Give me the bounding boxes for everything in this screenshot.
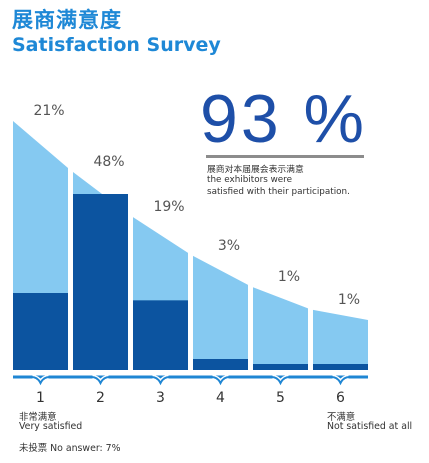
not-satisfied-cn: 不满意 [327,412,356,423]
bar-2 [73,194,128,370]
value-label-5: 1% [278,269,300,285]
value-label-4: 3% [218,238,240,254]
category-label-2: 2 [96,390,105,406]
category-label-1: 1 [36,390,45,406]
title-cn: 展商满意度 [12,8,122,32]
headline-note-en-1: the exhibitors were [207,175,293,185]
backdrop-segment-4 [193,255,248,370]
very-satisfied-cn: 非常满意 [19,412,57,423]
headline-note-en-2: satisfied with their participation. [207,187,350,197]
headline-rule [206,155,364,158]
bar-1 [13,293,68,370]
tick-mark-1 [31,376,50,386]
value-label-3: 19% [153,199,184,215]
headline-percent: 93 % [200,81,367,157]
tick-mark-3 [151,376,170,386]
bar-3 [133,300,188,370]
category-label-3: 3 [156,390,165,406]
value-label-6: 1% [338,292,360,308]
tick-mark-4 [211,376,230,386]
not-satisfied-en: Not satisfied at all [327,421,413,432]
bar-4 [193,359,248,370]
very-satisfied-en: Very satisfied [19,421,83,432]
headline-note-cn: 展商对本届展会表示满意 [207,165,304,175]
bar-6 [313,364,368,370]
category-label-5: 5 [276,390,285,406]
tick-mark-6 [331,376,350,386]
value-label-1: 21% [33,103,64,119]
value-label-2: 48% [93,154,124,170]
title-en: Satisfaction Survey [12,34,221,56]
category-label-6: 6 [336,390,345,406]
tick-mark-5 [271,376,290,386]
category-label-4: 4 [216,390,225,406]
backdrop-segment-6 [313,309,368,370]
bar-5 [253,364,308,370]
no-answer-note: 未投票 No answer: 7% [19,443,121,454]
backdrop-segment-5 [253,287,308,370]
tick-mark-2 [91,376,110,386]
